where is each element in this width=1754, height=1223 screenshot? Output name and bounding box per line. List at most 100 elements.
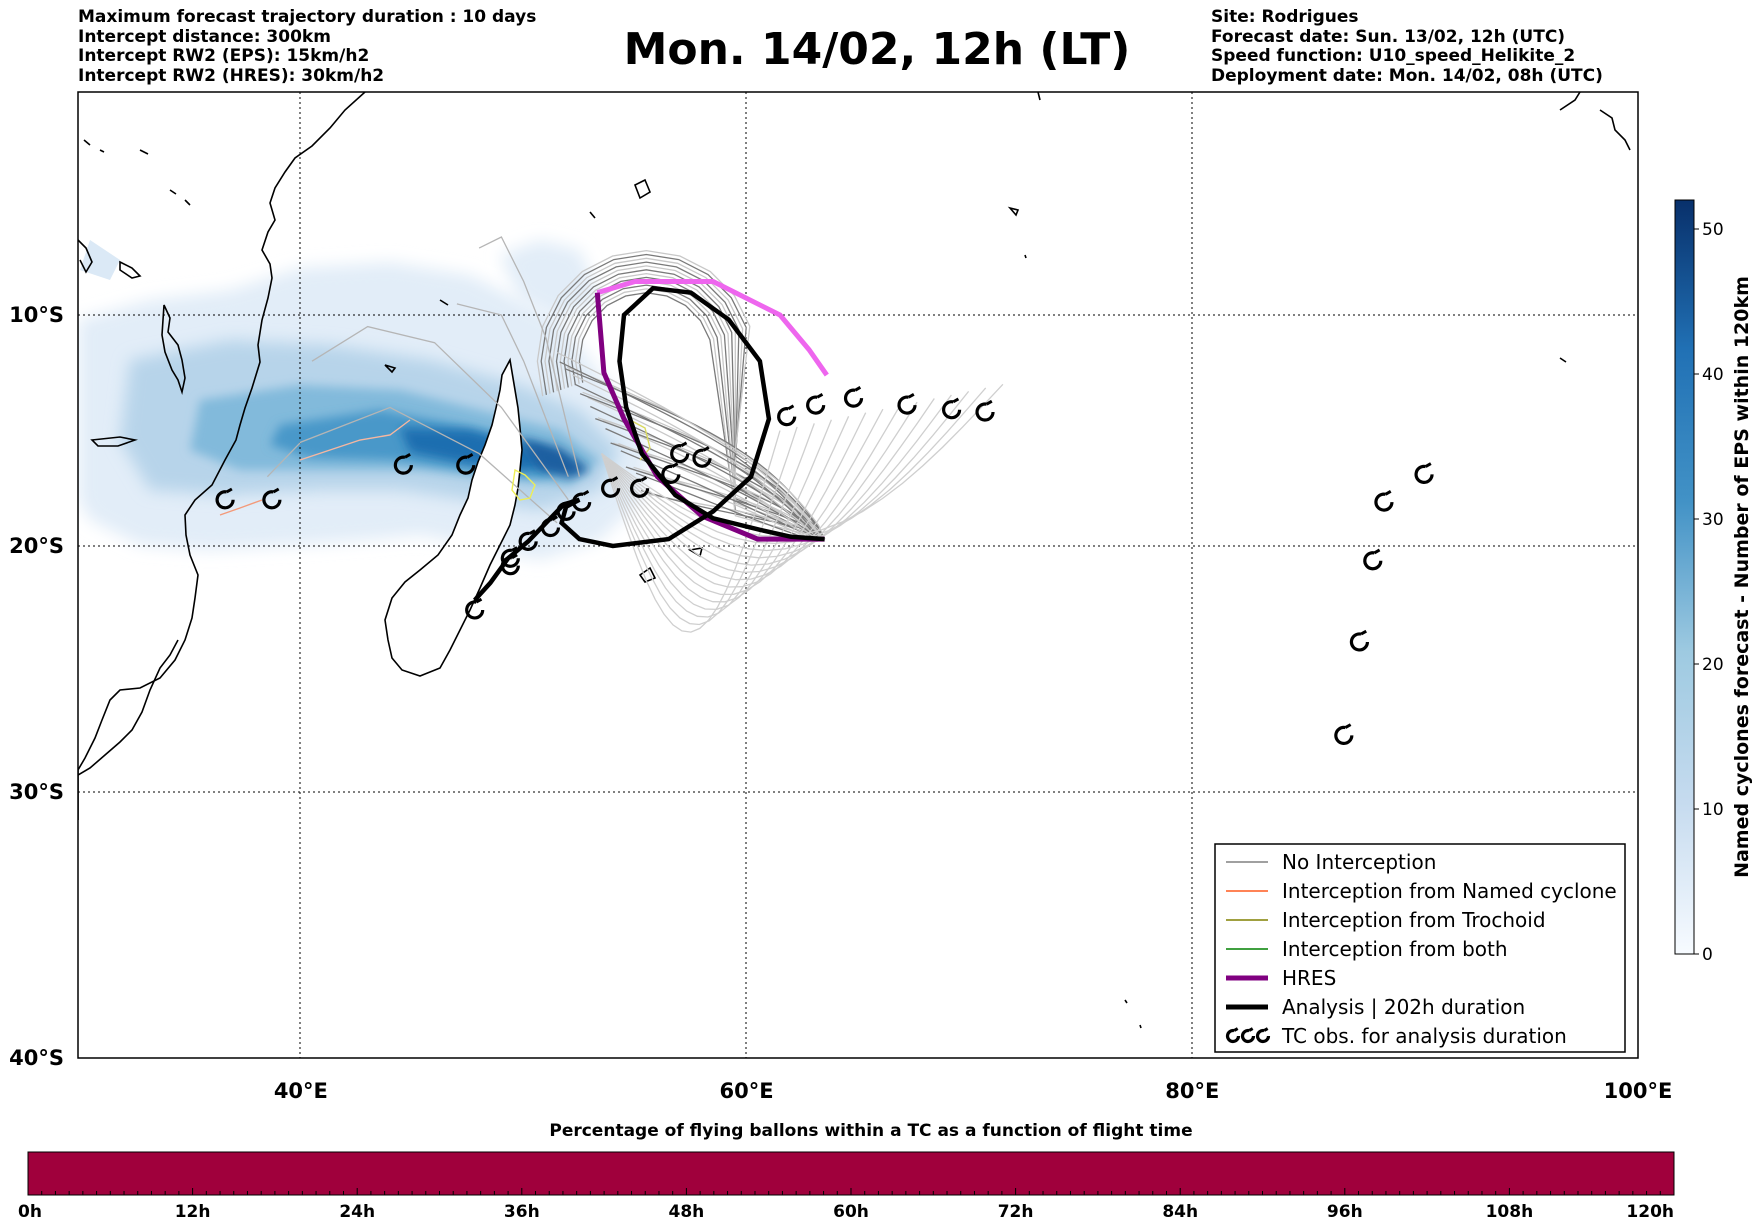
cyclone-icon — [500, 553, 520, 576]
flight-time-label: 120h — [1626, 1202, 1674, 1222]
flight-time-label: 24h — [339, 1202, 375, 1222]
longitude-label: 100°E — [1604, 1079, 1673, 1103]
flight-time-colorbar-fill — [27, 1151, 1675, 1196]
legend-label: Interception from both — [1282, 937, 1508, 961]
flight-time-label: 60h — [833, 1202, 869, 1222]
eps-trajectory — [620, 450, 825, 540]
eps-trajectory — [574, 383, 826, 540]
cyclone-icon — [518, 529, 538, 551]
cyclone-icon — [806, 392, 826, 415]
map-plot-area — [78, 92, 1638, 1058]
colorbar-tick-label: 50 — [1702, 220, 1724, 240]
header-left: Maximum forecast trajectory duration : 1… — [78, 7, 537, 86]
flight-time-label: 36h — [504, 1202, 540, 1222]
legend-label: Interception from Trochoid — [1282, 908, 1546, 932]
eps-trajectory — [601, 390, 970, 552]
longitude-tick-labels: 40°E 60°E 80°E 100°E — [274, 1079, 1673, 1103]
colorbar-tick-label: 20 — [1702, 655, 1724, 675]
eps-colorbar: 0 10 20 30 40 50 Named cyclones forecast - Nu… — [1674, 199, 1753, 965]
eps-trajectory — [601, 412, 867, 596]
legend-cyclone-icons — [1225, 1027, 1271, 1044]
flight-time-label: 0h — [18, 1202, 42, 1222]
cyclone-icon — [393, 453, 413, 475]
colorbar-tick-label: 0 — [1702, 945, 1713, 965]
cyclone-icon — [843, 386, 864, 408]
eps-trajectories — [266, 236, 1004, 633]
eps-trajectory — [601, 398, 935, 566]
flight-time-label: 84h — [1162, 1202, 1198, 1222]
eps-trajectory — [601, 401, 918, 574]
cyclone-icon — [1255, 1027, 1271, 1044]
latitude-label: 40°S — [9, 1046, 64, 1070]
hres-track-segment — [596, 279, 829, 377]
cyclone-icon — [942, 397, 962, 420]
flight-time-label: 96h — [1327, 1202, 1363, 1222]
cyclone-icon — [540, 515, 561, 538]
eps-colorbar-scale — [1674, 199, 1695, 955]
eps-trajectory — [587, 396, 825, 540]
tc-observations — [215, 386, 1434, 745]
legend-label: No Interception — [1282, 850, 1436, 874]
cyclone-icon — [262, 487, 282, 510]
cyclone-icon — [897, 392, 917, 415]
longitude-label: 60°E — [720, 1079, 774, 1103]
eps-trajectory — [601, 408, 884, 588]
eps-trajectory — [601, 416, 850, 603]
cyclone-icon — [465, 597, 485, 620]
header-right-line: Site: Rodrigues — [1211, 7, 1359, 27]
map-title: Mon. 14/02, 12h (LT) — [623, 24, 1131, 75]
cyclone-icon — [1349, 629, 1370, 652]
eps-trajectory — [311, 325, 569, 501]
cyclone-icon — [215, 487, 235, 510]
eps-trajectory — [601, 394, 952, 559]
longitude-label: 80°E — [1165, 1079, 1219, 1103]
colorbar-tick-label: 30 — [1702, 510, 1724, 530]
hres-track — [594, 292, 825, 542]
eps-colorbar-title: Named cyclones forecast - Number of EPS … — [1731, 276, 1753, 878]
colorbar-tick-label: 40 — [1702, 365, 1724, 385]
cyclone-icon — [572, 490, 592, 512]
cyclone-icon — [670, 441, 690, 464]
header-left-line: Intercept distance: 300km — [78, 26, 331, 47]
eps-trajectory — [478, 236, 581, 477]
cyclone-icon — [975, 399, 995, 422]
cyclone-icon — [661, 462, 681, 484]
cyclone-icon — [630, 476, 650, 498]
latitude-label: 30°S — [9, 780, 64, 804]
latitude-label: 20°S — [9, 534, 64, 558]
coastlines — [78, 92, 1631, 1029]
flight-time-label: 48h — [669, 1202, 705, 1222]
legend-box — [1214, 843, 1626, 1053]
legend-label: Analysis | 202h duration — [1282, 995, 1525, 1019]
flight-time-colorbar-title: Percentage of flying ballons within a TC… — [549, 1121, 1192, 1141]
eps-trajectory — [601, 426, 798, 626]
analysis-track — [473, 285, 825, 602]
cyclone-icon — [692, 446, 712, 468]
cyclone-icon — [1240, 1027, 1256, 1044]
flight-time-label: 72h — [998, 1202, 1034, 1222]
eps-trajectory — [601, 405, 901, 581]
cyclone-icon — [456, 453, 476, 475]
header-left-line: Maximum forecast trajectory duration : 1… — [78, 7, 537, 27]
legend-label: HRES — [1282, 966, 1336, 990]
legend-label: Interception from Named cyclone — [1282, 879, 1617, 903]
header-right: Site: Rodrigues Forecast date: Sun. 13/02… — [1211, 7, 1603, 86]
cyclone-icon — [777, 404, 797, 427]
cyclone-icon — [1225, 1027, 1241, 1044]
latitude-label: 10°S — [9, 303, 64, 327]
cyclone-icon — [1363, 548, 1383, 571]
colorbar-tick-label: 10 — [1702, 800, 1724, 820]
eps-trajectory — [536, 249, 826, 540]
eps-trajectory — [601, 419, 833, 611]
flight-time-label: 12h — [175, 1202, 211, 1222]
header-right-line: Deployment date: Mon. 14/02, 08h (UTC) — [1211, 65, 1603, 86]
eps-trajectory — [456, 303, 569, 477]
eps-trajectory — [567, 280, 825, 540]
cyclone-icon — [1334, 723, 1354, 745]
legend-label: TC obs. for analysis duration — [1281, 1024, 1567, 1048]
eps-trajectory — [266, 406, 558, 524]
flight-time-label: 108h — [1486, 1202, 1534, 1222]
header-left-line: Intercept RW2 (EPS): 15km/h2 — [78, 46, 370, 66]
cyclone-icon — [500, 546, 520, 568]
